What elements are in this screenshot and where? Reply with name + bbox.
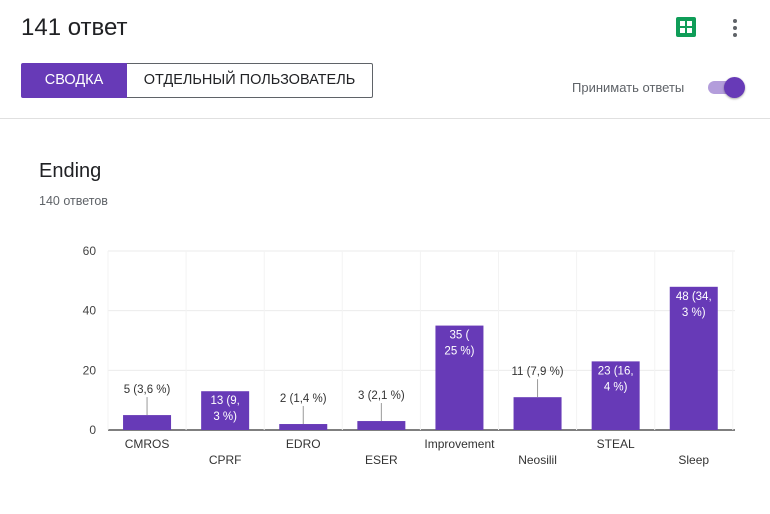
x-tick-label: Neosilil xyxy=(518,453,557,467)
response-count: 140 ответов xyxy=(39,194,108,208)
data-label: 48 (34, xyxy=(676,291,712,303)
header: 141 ответ СВОДКА ОТДЕЛЬНЫЙ ПОЛЬЗОВАТЕЛЬ … xyxy=(0,0,770,119)
tab-summary[interactable]: СВОДКА xyxy=(21,63,127,98)
data-label: 5 (3,6 %) xyxy=(124,384,171,396)
page-title: 141 ответ xyxy=(21,14,128,41)
bar xyxy=(279,424,328,430)
bar xyxy=(669,286,718,430)
accept-responses-label: Принимать ответы xyxy=(572,80,685,95)
more-vert-icon[interactable] xyxy=(727,16,743,40)
y-tick-label: 0 xyxy=(89,423,96,437)
x-tick-label: Sleep xyxy=(678,453,709,467)
x-tick-label: CPRF xyxy=(209,453,242,467)
google-sheets-icon[interactable] xyxy=(676,17,696,37)
bar xyxy=(435,325,484,430)
data-label: 2 (1,4 %) xyxy=(280,393,327,405)
accept-responses-toggle[interactable] xyxy=(706,77,745,98)
y-tick-label: 40 xyxy=(83,304,97,318)
y-tick-label: 60 xyxy=(83,244,97,258)
data-label: 3 %) xyxy=(682,307,706,319)
bar xyxy=(513,397,562,430)
bar xyxy=(123,415,172,430)
toggle-thumb xyxy=(724,77,745,98)
data-label: 13 (9, xyxy=(210,395,239,407)
bar xyxy=(591,361,640,430)
data-label: 3 %) xyxy=(213,411,237,423)
x-tick-label: CMROS xyxy=(125,437,170,451)
data-label: 4 %) xyxy=(604,381,628,393)
bar xyxy=(357,421,406,430)
x-tick-label: ESER xyxy=(365,453,398,467)
x-tick-label: EDRO xyxy=(286,437,321,451)
x-tick-label: Improvement xyxy=(424,437,495,451)
data-label: 23 (16, xyxy=(598,365,634,377)
data-label: 3 (2,1 %) xyxy=(358,390,405,402)
bar xyxy=(201,391,250,430)
x-tick-label: STEAL xyxy=(597,437,635,451)
data-label: 25 %) xyxy=(444,346,474,358)
tab-individual-user[interactable]: ОТДЕЛЬНЫЙ ПОЛЬЗОВАТЕЛЬ xyxy=(127,63,373,98)
view-tabs: СВОДКА ОТДЕЛЬНЫЙ ПОЛЬЗОВАТЕЛЬ xyxy=(21,63,373,98)
y-tick-label: 20 xyxy=(83,363,97,377)
data-label: 35 ( xyxy=(450,330,470,342)
question-title: Ending xyxy=(39,160,102,182)
data-label: 11 (7,9 %) xyxy=(511,366,563,378)
bar-chart: 0 20 40 60 5 (3,6 %) CMROS 13 (9, 3 %) CPRF 2 (1,… xyxy=(83,244,735,467)
